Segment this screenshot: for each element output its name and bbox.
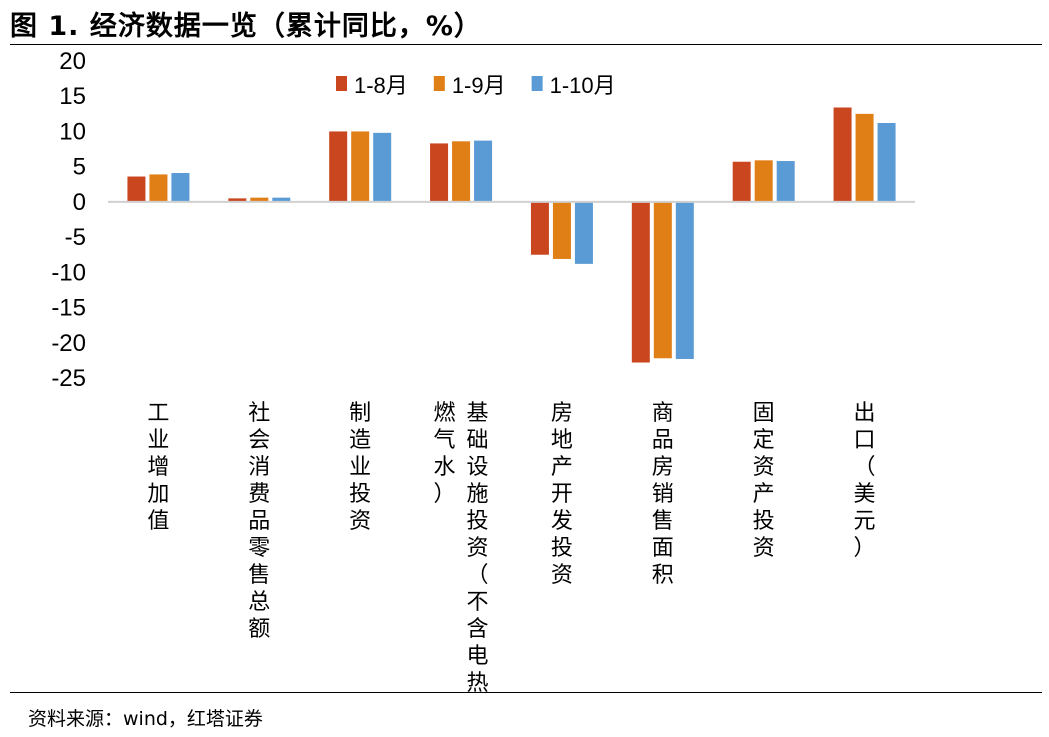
bar-2-4 — [452, 141, 471, 202]
legend-swatch — [531, 76, 543, 91]
category-label: 固定资产投资 — [753, 401, 775, 561]
bar-3-6 — [675, 201, 694, 359]
y-tick-label: -10 — [51, 259, 86, 286]
category-label: 商品房销售面积 — [652, 401, 674, 588]
bar-3-2 — [272, 197, 291, 202]
legend-label: 1-10月 — [550, 73, 616, 98]
y-tick-label: 15 — [59, 83, 86, 110]
category-label: 制造业投资 — [349, 401, 371, 534]
category-label: 社会消费品零售总额 — [248, 401, 270, 642]
category-label: 房地产开发投资 — [551, 401, 573, 588]
bar-1-8 — [833, 107, 852, 202]
y-tick-label: -5 — [65, 224, 86, 251]
category-label: 工业增加值 — [147, 401, 169, 534]
legend-label: 1-8月 — [354, 73, 408, 98]
bar-1-2 — [228, 198, 247, 202]
bar-2-3 — [351, 131, 370, 202]
legend-swatch — [433, 76, 445, 91]
bar-2-2 — [250, 197, 269, 202]
y-tick-label: 20 — [59, 48, 86, 75]
bar-1-5 — [530, 201, 549, 255]
y-tick-label: 5 — [73, 154, 86, 181]
title-rule — [10, 44, 1042, 45]
bar-3-3 — [373, 132, 392, 202]
bar-2-7 — [754, 160, 773, 202]
bar-3-7 — [776, 161, 795, 202]
legend-label: 1-9月 — [452, 73, 506, 98]
legend-swatch — [336, 76, 347, 91]
y-tick-label: -25 — [51, 365, 86, 392]
source-note: 资料来源：wind，红塔证券 — [28, 708, 263, 730]
bar-3-8 — [877, 122, 896, 202]
category-label: 出口（美元） — [854, 401, 876, 561]
source-rule — [10, 692, 1042, 693]
bar-1-3 — [329, 131, 348, 202]
category-label: 燃气水） — [434, 401, 456, 507]
y-tick-label: -15 — [51, 295, 86, 322]
category-label: 基础设施投资（不含电热 — [467, 401, 489, 696]
bar-3-5 — [574, 201, 593, 264]
figure-title: 图 1. 经济数据一览（累计同比，%） — [10, 11, 482, 42]
bar-1-4 — [430, 143, 449, 202]
bar-2-5 — [552, 201, 571, 259]
bar-1-6 — [631, 201, 650, 363]
bar-3-1 — [171, 173, 190, 202]
bar-1-1 — [127, 176, 146, 202]
y-tick-label: 0 — [73, 189, 86, 216]
bar-3-4 — [474, 140, 493, 202]
bar-2-6 — [653, 201, 672, 359]
bar-1-7 — [732, 161, 751, 202]
y-tick-label: -20 — [51, 330, 86, 357]
y-tick-label: 10 — [59, 118, 86, 145]
bar-2-8 — [855, 113, 874, 202]
bar-2-1 — [149, 174, 168, 202]
